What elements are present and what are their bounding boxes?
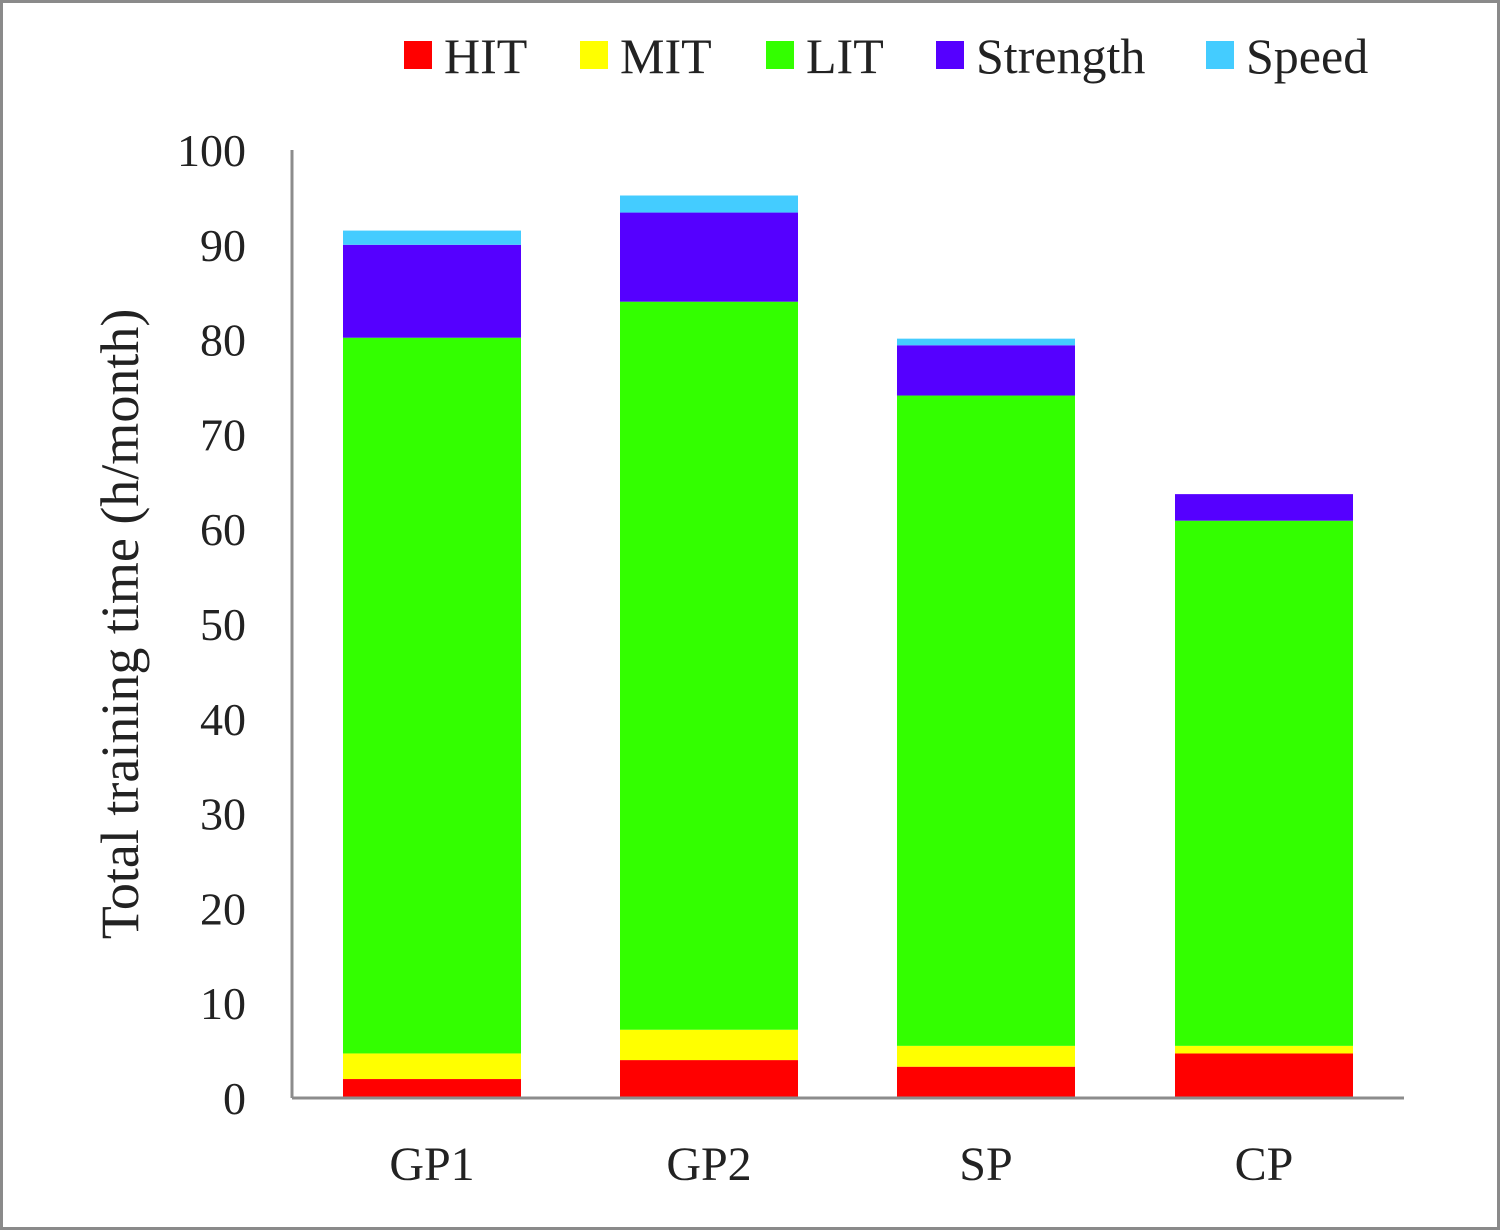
bar-cp-mit xyxy=(1175,1045,1353,1054)
bar-stack-sp xyxy=(897,338,1075,1098)
bar-cp-hit xyxy=(1175,1053,1353,1098)
bar-gp1-strength xyxy=(343,244,521,338)
legend-swatch-strength xyxy=(936,41,964,69)
legend: HIT MIT LIT Strength Speed xyxy=(404,28,1368,84)
x-category-labels: GP1 GP2 SP CP xyxy=(389,1138,1293,1191)
legend-swatch-lit xyxy=(766,41,794,69)
bar-sp-mit xyxy=(897,1045,1075,1067)
bar-gp1-mit xyxy=(343,1053,521,1080)
bar-gp1-lit xyxy=(343,337,521,1054)
y-tick-label-100: 100 xyxy=(177,125,246,176)
legend-item-speed: Speed xyxy=(1206,28,1368,84)
bar-sp-lit xyxy=(897,395,1075,1046)
x-category-label-gp2: GP2 xyxy=(666,1138,751,1191)
legend-item-lit: LIT xyxy=(766,28,884,84)
legend-item-hit: HIT xyxy=(404,28,527,84)
legend-item-mit: MIT xyxy=(580,28,712,84)
legend-label-hit: HIT xyxy=(444,28,527,84)
y-tick-label-20: 20 xyxy=(200,883,246,934)
bar-gp2-strength xyxy=(620,212,798,302)
bar-sp-speed xyxy=(897,338,1075,346)
legend-label-mit: MIT xyxy=(620,28,712,84)
bar-stack-gp1 xyxy=(343,230,521,1098)
x-category-label-gp1: GP1 xyxy=(389,1138,474,1191)
legend-item-strength: Strength xyxy=(936,28,1145,84)
y-tick-labels: 0 10 20 30 40 50 60 70 80 90 100 xyxy=(177,125,246,1124)
legend-label-strength: Strength xyxy=(976,28,1145,84)
bar-cp-lit xyxy=(1175,520,1353,1046)
y-tick-label-50: 50 xyxy=(200,599,246,650)
legend-swatch-mit xyxy=(580,41,608,69)
y-tick-label-90: 90 xyxy=(200,220,246,271)
y-tick-label-80: 80 xyxy=(200,315,246,366)
legend-label-speed: Speed xyxy=(1246,28,1368,84)
y-tick-label-10: 10 xyxy=(200,978,246,1029)
y-tick-label-60: 60 xyxy=(200,504,246,555)
bar-stack-gp2 xyxy=(620,195,798,1098)
bar-stack-cp xyxy=(1175,494,1353,1098)
y-axis-title: Total training time (h/month) xyxy=(90,309,150,940)
bar-gp2-hit xyxy=(620,1060,798,1098)
x-category-label-cp: CP xyxy=(1235,1138,1294,1191)
axes xyxy=(290,150,1404,1100)
y-tick-label-70: 70 xyxy=(200,409,246,460)
y-tick-label-0: 0 xyxy=(223,1073,246,1124)
bar-gp1-speed xyxy=(343,230,521,245)
legend-swatch-speed xyxy=(1206,41,1234,69)
bars xyxy=(343,195,1353,1098)
bar-cp-strength xyxy=(1175,494,1353,521)
bar-sp-strength xyxy=(897,345,1075,396)
legend-label-lit: LIT xyxy=(806,28,884,84)
legend-swatch-hit xyxy=(404,41,432,69)
y-tick-label-30: 30 xyxy=(200,789,246,840)
bar-gp2-speed xyxy=(620,195,798,213)
bar-sp-hit xyxy=(897,1066,1075,1098)
bar-gp1-hit xyxy=(343,1079,521,1098)
y-tick-label-40: 40 xyxy=(200,694,246,745)
bar-gp2-lit xyxy=(620,301,798,1030)
x-category-label-sp: SP xyxy=(959,1138,1012,1191)
bar-gp2-mit xyxy=(620,1029,798,1061)
